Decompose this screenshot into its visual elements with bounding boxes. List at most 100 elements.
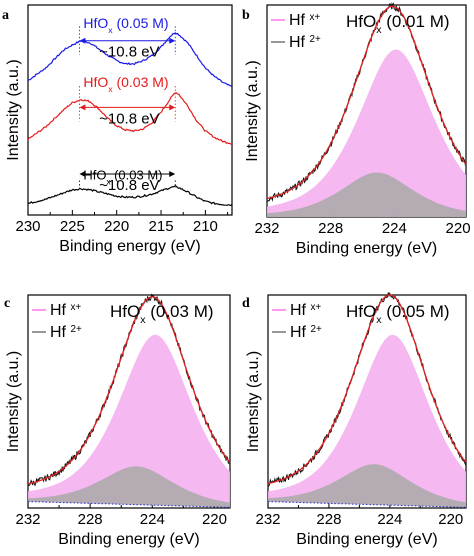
series-a-1-name-part: (0.03 M) xyxy=(113,74,169,90)
panel-d-legend-label-0-part: x+ xyxy=(310,302,321,313)
panel-d-title-part: HfO xyxy=(346,302,376,321)
panel-a-label: a xyxy=(2,8,9,23)
panel-b-title-part: (0.01 M) xyxy=(382,12,450,31)
panel-d-ylabel: Intensity (a.u.) xyxy=(245,351,262,452)
series-a-1-name-part: HfO xyxy=(83,74,108,90)
series-a-2-name-part: (0.03 M) xyxy=(110,167,162,182)
series-a-0-name-part: x xyxy=(108,25,113,35)
panel-c-title: HfOx (0.03 M) xyxy=(110,302,214,326)
panel-b-title-part: HfO xyxy=(346,12,376,31)
panel-b-component-0 xyxy=(267,49,466,217)
series-a-2-name-part: x xyxy=(106,177,110,186)
panel-d-tick-label-0: 232 xyxy=(255,511,280,528)
panel-c-xlabel: Binding energy (eV) xyxy=(58,531,199,548)
panel-b-legend-label-0: Hf x+ xyxy=(289,12,320,30)
series-a-2-split-label: ~10.8 eV xyxy=(99,177,159,194)
panel-b-title: HfOx (0.01 M) xyxy=(346,12,450,36)
panel-d-xlabel: Binding energy (eV) xyxy=(296,531,437,548)
panel-a-tick-label-3: 215 xyxy=(149,218,174,235)
series-a-0-split-label: ~10.8 eV xyxy=(99,44,159,61)
panel-d-tick-label-2: 224 xyxy=(377,511,402,528)
panel-d-background-line xyxy=(268,501,467,508)
panel-c-title-part: HfO xyxy=(110,302,140,321)
panel-d-frame xyxy=(267,294,467,509)
panel-c-legend-label-0-part: x+ xyxy=(70,302,81,313)
panel-b-tick-label-0: 232 xyxy=(254,220,279,237)
panel-b-tick-label-2: 224 xyxy=(382,220,407,237)
panel-d-legend-label-1-part: 2+ xyxy=(310,324,322,335)
panel-c-fit-line xyxy=(27,296,231,485)
panel-c-legend-label-0: Hf x+ xyxy=(50,302,81,320)
series-a-1-name-part: x xyxy=(108,84,113,94)
panel-b-label: b xyxy=(242,8,250,23)
panel-b-fit-line xyxy=(266,5,467,200)
panel-b-tick-label-3: 220 xyxy=(446,220,471,237)
panel-c-component-0 xyxy=(28,334,230,508)
panel-b-ylabel: Intensity (a.u.) xyxy=(244,60,261,161)
panel-c-tick-label-2: 224 xyxy=(140,511,165,528)
panel-a-tick-label-1: 225 xyxy=(60,218,85,235)
panel-c-label: c xyxy=(4,296,10,311)
series-a-0-arrowhead-left xyxy=(79,37,86,44)
panel-c-title-part: x xyxy=(140,314,146,326)
panel-b-legend-label-0-part: Hf xyxy=(289,12,309,29)
panel-b-tick-label-1: 228 xyxy=(318,220,343,237)
panel-d-component-1 xyxy=(268,464,466,508)
series-a-2-line xyxy=(27,185,233,207)
panel-c-legend-label-0-part: Hf xyxy=(50,302,70,319)
panel-b-component-1 xyxy=(267,172,466,217)
panel-c-ylabel: Intensity (a.u.) xyxy=(5,351,22,452)
panel-d-legend-label-1: Hf 2+ xyxy=(290,324,322,342)
series-a-2-arrowhead-left xyxy=(79,171,86,178)
panel-d-legend-label-0: Hf x+ xyxy=(290,302,321,320)
panel-a-tick-label-2: 220 xyxy=(104,218,129,235)
panel-d-title: HfOx (0.05 M) xyxy=(346,302,450,326)
panel-b-legend-label-0-part: x+ xyxy=(309,12,320,23)
panel-c-tick-label-3: 220 xyxy=(202,511,227,528)
panel-d-legend-label-1-part: Hf xyxy=(290,324,310,341)
series-a-0-name: HfOx (0.05 M) xyxy=(83,15,168,35)
panel-c-background-line xyxy=(28,501,231,508)
panel-c-frame xyxy=(27,294,231,509)
panel-d-component-0 xyxy=(268,334,466,508)
panel-d-legend-label-0-part: Hf xyxy=(290,302,310,319)
panel-b-title-part: x xyxy=(376,24,382,36)
panel-a-frame xyxy=(27,4,233,216)
panel-d-label: d xyxy=(242,296,250,311)
panel-c-title-part: (0.03 M) xyxy=(146,302,214,321)
series-a-1-arrowhead-left xyxy=(79,104,86,111)
panel-c-legend-label-1-part: 2+ xyxy=(70,324,82,335)
series-a-1-line xyxy=(27,92,233,145)
panel-a: a 230 225 220 215 210 Binding energy (eV) Inten… xyxy=(2,4,233,255)
panel-c-data-line xyxy=(27,293,231,487)
panel-b-xlabel: Binding energy (eV) xyxy=(296,240,437,257)
series-a-0-arrowhead-right xyxy=(169,37,176,44)
series-a-2-arrowhead-right xyxy=(169,171,176,178)
series-a-1-split-label: ~10.8 eV xyxy=(99,110,159,127)
panel-b-legend-label-1: Hf 2+ xyxy=(289,34,321,52)
panel-d-fit-line xyxy=(267,294,467,485)
panel-b-legend-label-1-part: Hf xyxy=(289,34,309,51)
panel-b: b 232 228 224 220 Binding energy (eV) Intensit… xyxy=(242,2,471,257)
panel-c-legend-label-1: Hf 2+ xyxy=(50,324,82,342)
panel-a-ylabel: Intensity (a.u.) xyxy=(5,59,22,160)
panel-a-tick-label-0: 230 xyxy=(15,218,40,235)
series-a-0-name-part: HfO xyxy=(83,15,108,31)
panel-c-legend-label-1-part: Hf xyxy=(50,324,70,341)
series-a-2-name-part: HfO xyxy=(83,167,106,182)
series-a-0-name-part: (0.05 M) xyxy=(113,15,169,31)
series-a-1-arrowhead-right xyxy=(169,104,176,111)
panel-d-title-part: (0.05 M) xyxy=(382,302,450,321)
series-a-0-line xyxy=(27,32,233,88)
panel-d-tick-label-1: 228 xyxy=(316,511,341,528)
panel-d-tick-label-3: 220 xyxy=(438,511,463,528)
panel-d-title-part: x xyxy=(376,314,382,326)
series-a-1-name: HfOx (0.03 M) xyxy=(83,74,168,94)
panel-c-tick-label-1: 228 xyxy=(78,511,103,528)
panel-a-tick-label-4: 210 xyxy=(193,218,218,235)
panel-c-component-1 xyxy=(28,466,230,508)
panel-a-xlabel: Binding energy (eV) xyxy=(59,238,200,255)
